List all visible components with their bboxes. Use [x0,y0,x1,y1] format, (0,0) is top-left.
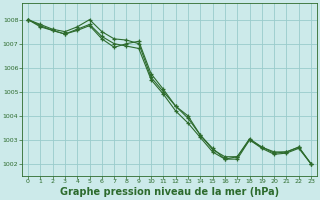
X-axis label: Graphe pression niveau de la mer (hPa): Graphe pression niveau de la mer (hPa) [60,187,279,197]
